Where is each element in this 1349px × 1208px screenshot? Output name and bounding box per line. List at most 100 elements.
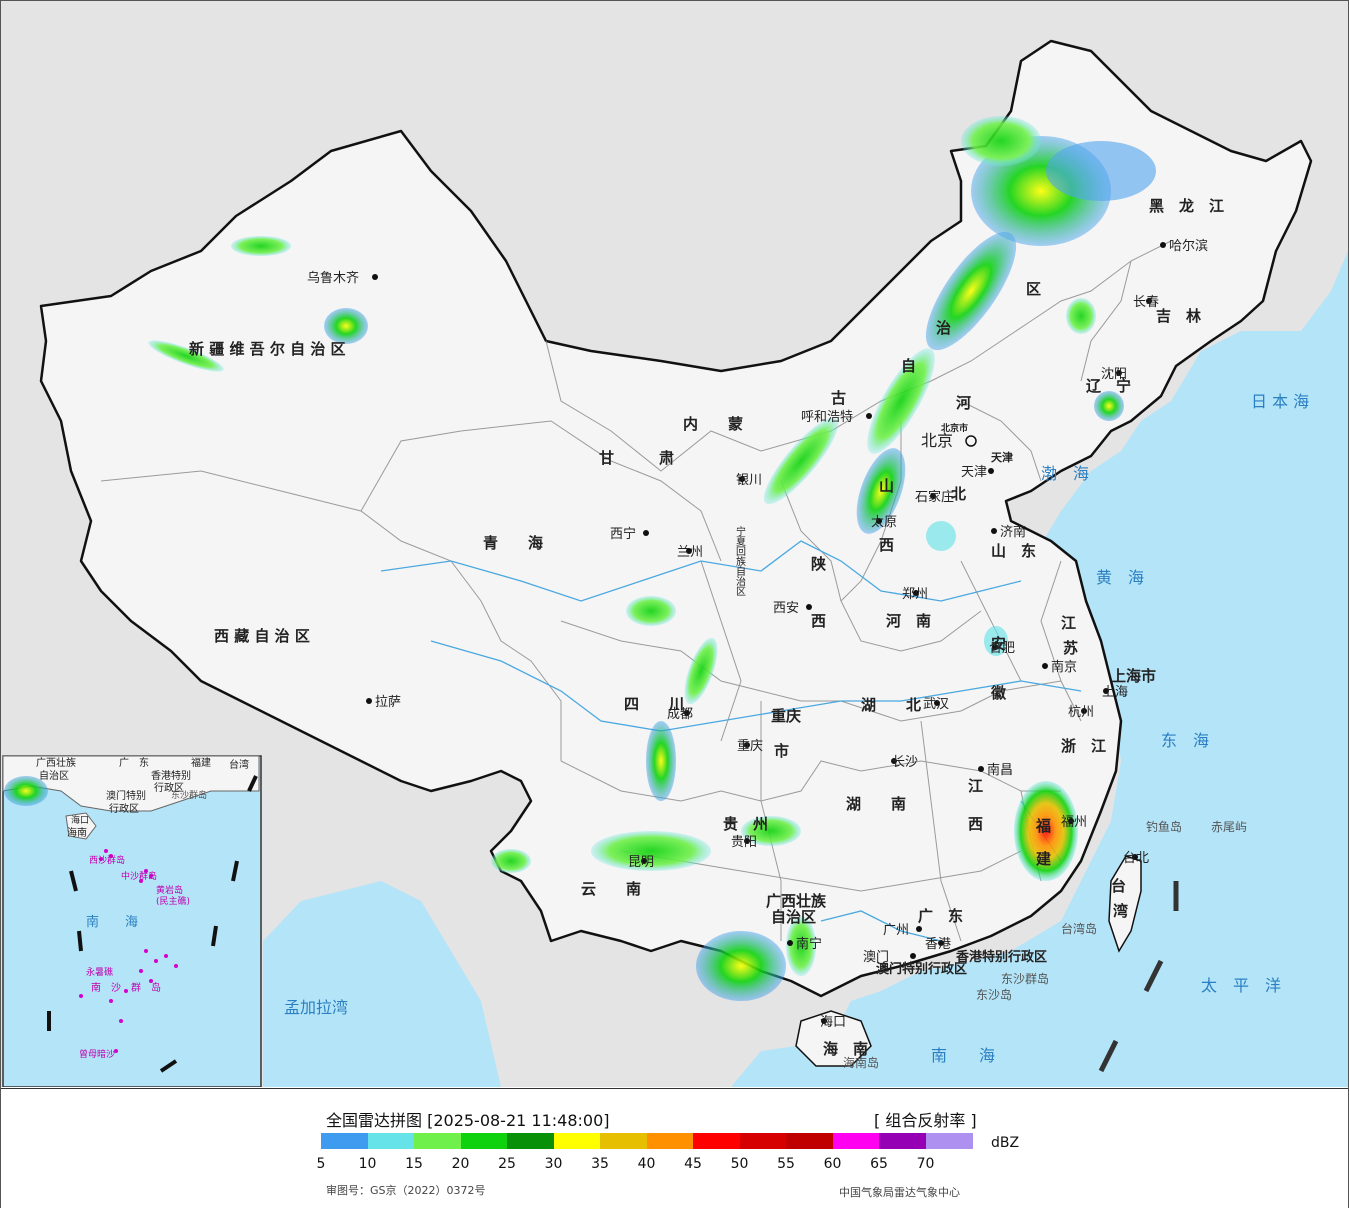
label-zhengzhou: 郑州 <box>902 587 928 602</box>
label-nanning: 南宁 <box>796 936 822 952</box>
legend-swatch <box>553 1133 601 1149</box>
legend-tick: 70 <box>916 1156 935 1172</box>
label-yinchuan: 银川 <box>736 473 762 488</box>
unit-label: dBZ <box>991 1135 1020 1151</box>
label-jiangsu1: 江 <box>1061 614 1076 632</box>
label-neimenggu4: 治 <box>936 319 951 337</box>
label-hongkong: 香港 <box>925 937 951 952</box>
label-i_hk: 香港特别 <box>151 770 191 782</box>
label-hainan_d: 海南岛 <box>843 1055 879 1070</box>
legend-tick: 60 <box>823 1156 842 1172</box>
label-neimenggu3: 自 <box>901 357 916 375</box>
label-donghai: 东 海 <box>1161 731 1209 750</box>
label-i_minzhujiao: (民主礁) <box>156 895 190 907</box>
echo-xinjiang-n <box>231 236 291 256</box>
label-harbin: 哈尔滨 <box>1169 238 1208 254</box>
legend-swatch <box>646 1133 694 1149</box>
label-liaoning: 辽 宁 <box>1086 377 1131 395</box>
city-dot <box>965 435 977 447</box>
label-fujian1: 福 <box>1035 817 1051 835</box>
echo-xinjiang-w <box>148 340 224 372</box>
inset-echo <box>4 776 48 806</box>
label-lhasa: 拉萨 <box>375 695 401 710</box>
label-i_xisha: 西沙群岛 <box>89 854 125 866</box>
label-taiwan2: 湾 <box>1113 902 1128 920</box>
label-changsha: 长沙 <box>892 755 918 770</box>
label-kunming: 昆明 <box>628 855 654 870</box>
label-nanjing: 南京 <box>1051 659 1077 675</box>
echo-northeast-2 <box>961 116 1041 166</box>
city-dot <box>1103 688 1109 694</box>
legend-swatch <box>786 1133 833 1149</box>
city-dot <box>934 700 940 706</box>
label-hunan: 湖 南 <box>846 795 906 813</box>
label-nanhai: 南 海 <box>931 1046 995 1065</box>
maritime-boundary <box>1098 881 1179 1073</box>
city-dot <box>744 838 750 844</box>
radar-echoes <box>148 116 1156 1001</box>
echo-guangxi <box>696 931 786 1001</box>
city-dot <box>372 274 378 280</box>
label-hohhot: 呼和浩特 <box>801 410 853 425</box>
label-anhui1: 安 <box>991 635 1006 653</box>
label-i_taiwan: 台湾 <box>229 758 249 771</box>
echo-neimeng-band-2 <box>867 348 935 454</box>
city-dot <box>978 766 984 772</box>
city-dot <box>910 953 916 959</box>
label-i_macao2: 行政区 <box>109 802 139 815</box>
label-shaanxi1: 陕 <box>811 555 826 573</box>
echo-hohhot <box>763 417 839 505</box>
city-dot <box>1132 854 1138 860</box>
label-guiyang: 贵阳 <box>731 835 757 850</box>
echo-yunnan <box>591 831 711 871</box>
label-i_fujian: 福建 <box>191 756 211 769</box>
echo-anhui <box>984 626 1008 656</box>
city-dot <box>366 698 372 704</box>
label-shaanxi2: 西 <box>811 612 826 630</box>
label-jiangxi2: 西 <box>968 815 983 833</box>
label-haikou: 海口 <box>820 1015 846 1030</box>
legend-swatch <box>367 1133 415 1149</box>
label-jiangxi1: 江 <box>968 777 983 795</box>
taiwan-island <box>1108 855 1142 953</box>
label-i_nansha: 南 沙 群 岛 <box>91 981 161 994</box>
label-i_guangxi2: 自治区 <box>39 769 69 782</box>
label-mengjiala: 孟加拉湾 <box>284 998 348 1017</box>
label-zhejiang: 浙 江 <box>1061 737 1106 755</box>
city-dot <box>806 604 812 610</box>
label-macau: 澳门 <box>863 949 889 965</box>
echo-shanxi <box>856 448 906 534</box>
city-markers: 乌鲁木齐拉萨西宁兰州银川呼和浩特哈尔滨长春沈阳北京天津石家庄太原济南西安郑州合肥… <box>307 238 1208 1030</box>
label-guangzhou: 广州 <box>883 923 909 938</box>
legend-swatch <box>925 1133 973 1149</box>
label-hebei1: 河 <box>956 394 971 412</box>
city-dot <box>891 758 897 764</box>
legend-swatch <box>507 1133 554 1149</box>
label-fujian2: 建 <box>1036 850 1052 868</box>
label-sichuan: 四 川 <box>624 695 684 713</box>
legend-tick: 25 <box>498 1156 516 1172</box>
label-chongqing1: 重庆 <box>771 707 801 725</box>
label-jiangsu2: 苏 <box>1063 639 1078 657</box>
city-dot <box>930 493 936 499</box>
label-neimenggu1: 内 蒙 <box>683 415 743 433</box>
sea-east <box>731 251 1348 1087</box>
city-dot <box>821 1018 827 1024</box>
legend-tick: 15 <box>405 1156 423 1172</box>
label-i_guangxi: 广西壮族 <box>36 756 76 769</box>
label-changchun: 长春 <box>1133 295 1159 310</box>
label-taiwan_d: 台湾岛 <box>1061 921 1097 936</box>
inset-islands <box>79 849 178 1053</box>
label-yunnan: 云 南 <box>581 880 641 898</box>
label-henan: 河 南 <box>886 612 931 630</box>
label-i_guangdong: 广 东 <box>119 756 149 769</box>
label-taipingyang: 太 平 洋 <box>1201 976 1281 995</box>
legend-tick: 40 <box>637 1156 656 1172</box>
label-ningxia: 宁夏回族自治区 <box>734 525 746 596</box>
echo-guizhou <box>741 816 801 846</box>
label-i_macao: 澳门特别 <box>106 789 146 802</box>
